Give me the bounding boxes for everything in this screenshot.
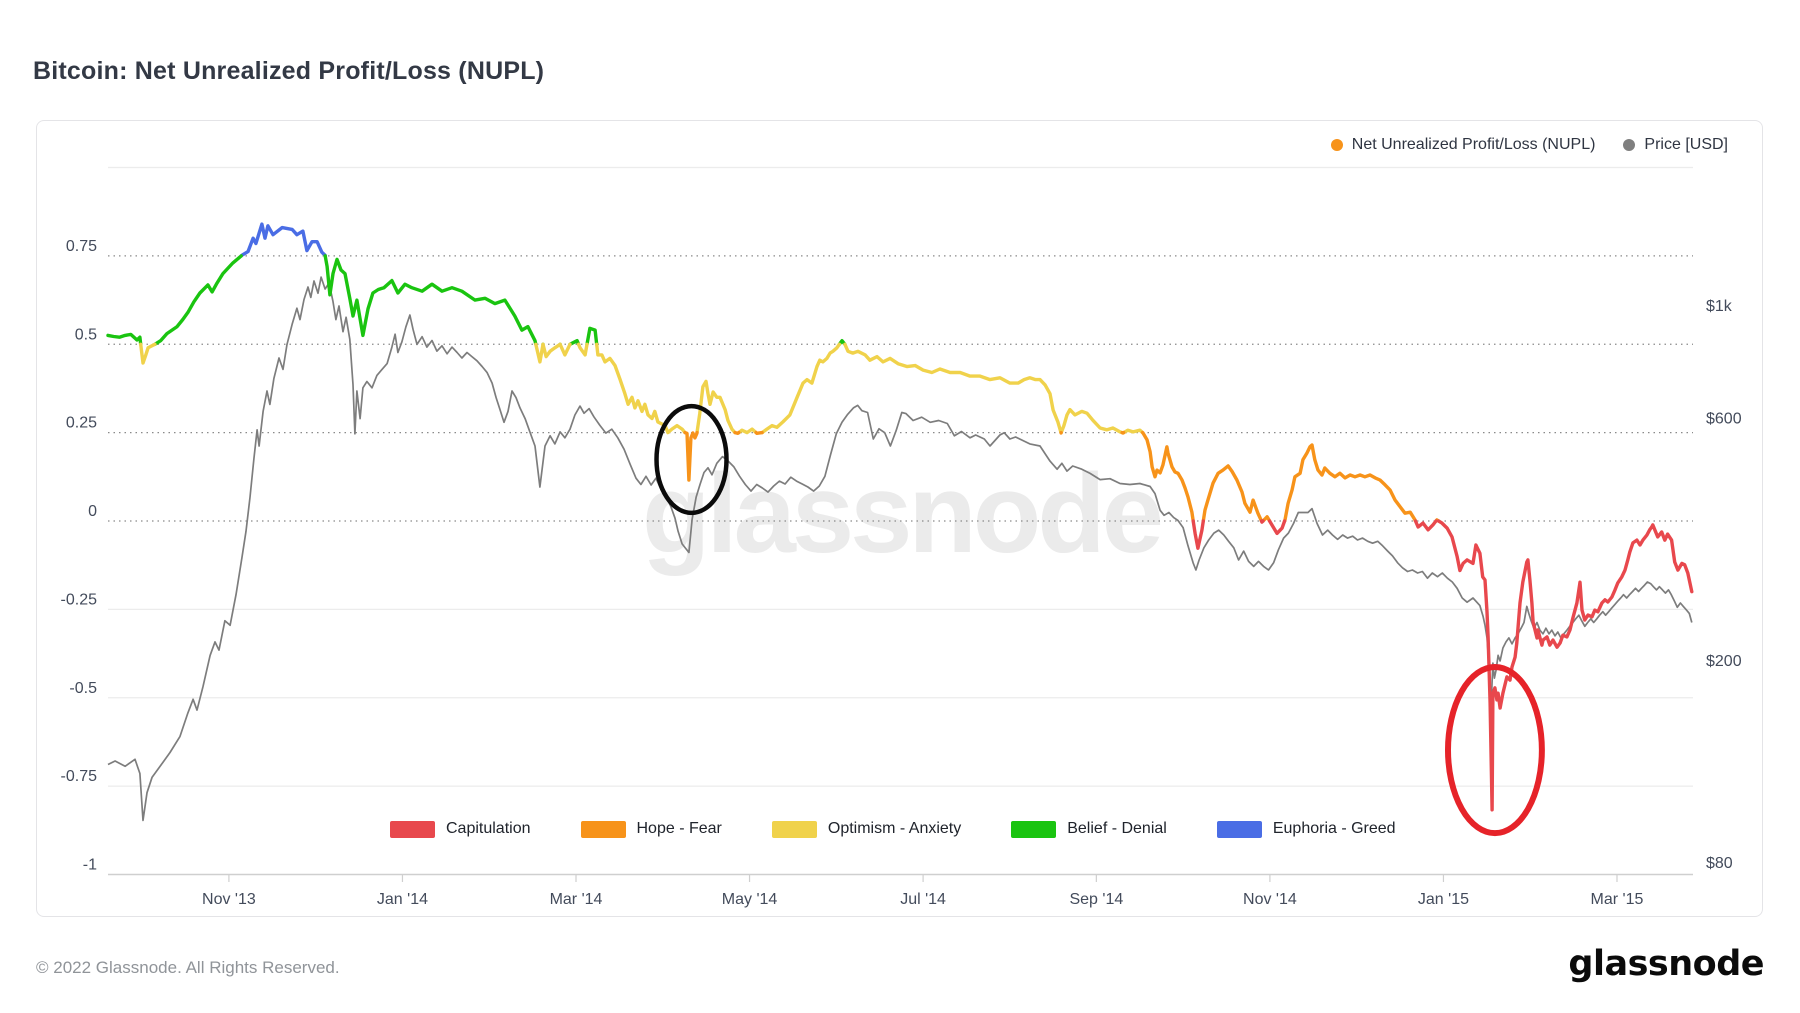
zone-swatch-icon bbox=[390, 820, 435, 838]
y-left-label--0.25: -0.25 bbox=[61, 591, 98, 608]
nupl-series-optimism-anxiety bbox=[139, 342, 1145, 435]
glassnode-watermark: glassnode bbox=[642, 451, 1161, 576]
zone-legend-label: Capitulation bbox=[446, 820, 531, 837]
price-series-line bbox=[107, 276, 1693, 822]
y-left-label--0.75: -0.75 bbox=[61, 768, 98, 785]
price-legend-dot-icon bbox=[1623, 139, 1636, 151]
y-left-label--1: -1 bbox=[83, 857, 97, 874]
x-label-May '14: May '14 bbox=[722, 891, 778, 908]
nupl-legend-label: Net Unrealized Profit/Loss (NUPL) bbox=[1351, 136, 1596, 153]
x-label-Nov '14: Nov '14 bbox=[1243, 891, 1297, 908]
nupl-series-euphoria-greed bbox=[239, 222, 327, 258]
zone-legend-item-capitulation: Capitulation bbox=[390, 820, 531, 838]
zone-swatch-icon bbox=[771, 820, 817, 838]
zone-swatch-icon bbox=[1011, 820, 1057, 838]
sentiment-zone-legend: Capitulation Hope - Fear Optimism - Anxiet… bbox=[390, 820, 1396, 838]
zone-legend-label: Hope - Fear bbox=[636, 820, 722, 837]
price-legend-label: Price [USD] bbox=[1644, 136, 1728, 153]
nupl-series-hope-fear bbox=[683, 430, 1441, 523]
y-right-label-$80: $80 bbox=[1706, 855, 1733, 872]
copyright-text: © 2022 Glassnode. All Rights Reserved. bbox=[36, 958, 340, 977]
x-label-Mar '15: Mar '15 bbox=[1591, 891, 1644, 908]
zone-swatch-icon bbox=[580, 820, 626, 838]
x-label-Jan '15: Jan '15 bbox=[1418, 891, 1469, 908]
x-label-Nov '13: Nov '13 bbox=[202, 891, 256, 908]
y-left-label--0.5: -0.5 bbox=[69, 680, 97, 697]
page-title: Bitcoin: Net Unrealized Profit/Loss (NUP… bbox=[33, 56, 545, 85]
zone-legend-label: Belief - Denial bbox=[1067, 820, 1167, 837]
series-legend: Net Unrealized Profit/Loss (NUPL) Price … bbox=[1330, 136, 1728, 154]
x-label-Jan '14: Jan '14 bbox=[377, 891, 428, 908]
legend-item-nupl[interactable]: Net Unrealized Profit/Loss (NUPL) bbox=[1330, 136, 1596, 154]
y-right-label-$600: $600 bbox=[1706, 411, 1742, 428]
x-label-Sep '14: Sep '14 bbox=[1069, 891, 1123, 908]
glassnode-logo: glassnode bbox=[1568, 944, 1764, 984]
zone-legend-item-optimism-anxiety: Optimism - Anxiety bbox=[771, 820, 962, 838]
nupl-legend-dot-icon bbox=[1330, 139, 1343, 151]
annotation-ellipse-1 bbox=[654, 403, 729, 516]
zone-legend-label: Euphoria - Greed bbox=[1272, 820, 1396, 837]
y-left-label-0.5: 0.5 bbox=[75, 326, 97, 343]
y-left-label-0.25: 0.25 bbox=[66, 415, 97, 432]
y-right-label-$200: $200 bbox=[1706, 653, 1742, 670]
zone-legend-item-euphoria-greed: Euphoria - Greed bbox=[1216, 820, 1396, 838]
zone-swatch-icon bbox=[1216, 820, 1262, 838]
annotation-ellipse-2 bbox=[1444, 663, 1545, 837]
nupl-series-belief-denial bbox=[106, 254, 847, 346]
y-left-label-0.75: 0.75 bbox=[66, 238, 97, 255]
zone-legend-item-hope-fear: Hope - Fear bbox=[580, 820, 722, 838]
x-label-Jul '14: Jul '14 bbox=[900, 891, 946, 908]
zone-legend-item-belief-denial: Belief - Denial bbox=[1011, 820, 1167, 838]
nupl-series-capitulation bbox=[1191, 519, 1694, 812]
y-left-label-0: 0 bbox=[88, 503, 97, 520]
y-right-label-$1k: $1k bbox=[1706, 298, 1733, 315]
legend-item-price[interactable]: Price [USD] bbox=[1623, 136, 1728, 154]
zone-legend-label: Optimism - Anxiety bbox=[827, 820, 962, 837]
x-label-Mar '14: Mar '14 bbox=[550, 891, 603, 908]
